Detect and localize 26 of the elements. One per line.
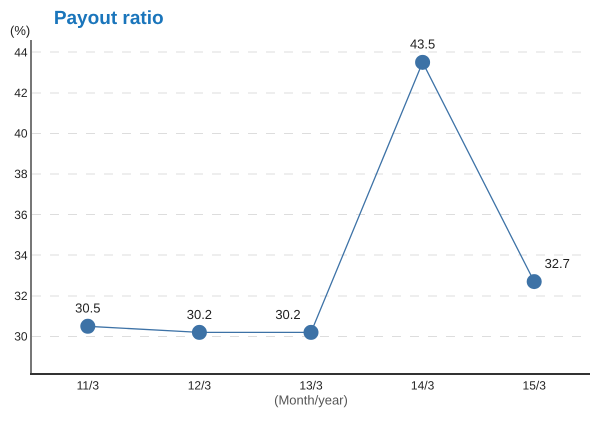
data-label: 30.5	[75, 300, 100, 316]
x-tick-label: 11/3	[76, 378, 100, 392]
y-tick-label: 30	[14, 330, 28, 344]
x-tick-label: 12/3	[188, 378, 212, 392]
data-label: 32.7	[544, 256, 570, 272]
data-label: 30.2	[186, 306, 212, 322]
y-tick-label: 40	[14, 126, 28, 141]
y-tick-label: 36	[14, 208, 28, 222]
y-tick-label: 38	[14, 167, 28, 182]
data-label: 30.2	[275, 306, 301, 322]
x-axis-title: (Month/year)	[274, 392, 348, 408]
x-tick-label: 15/3	[522, 378, 546, 392]
y-tick-label: 32	[14, 289, 28, 304]
chart-title: Payout ratio	[54, 8, 164, 29]
y-tick-label: 42	[14, 86, 28, 100]
point	[415, 54, 430, 70]
point	[304, 324, 318, 340]
point	[526, 274, 542, 290]
point	[192, 324, 207, 340]
y-tick-label: 44	[14, 45, 28, 60]
x-tick-label: 14/3	[410, 378, 435, 392]
x-tick-label: 13/3	[299, 378, 323, 392]
point	[80, 318, 96, 334]
data-label: 43.5	[410, 36, 436, 52]
y-tick-label: 34	[14, 248, 28, 262]
y-axis-title: (%)	[10, 23, 30, 38]
